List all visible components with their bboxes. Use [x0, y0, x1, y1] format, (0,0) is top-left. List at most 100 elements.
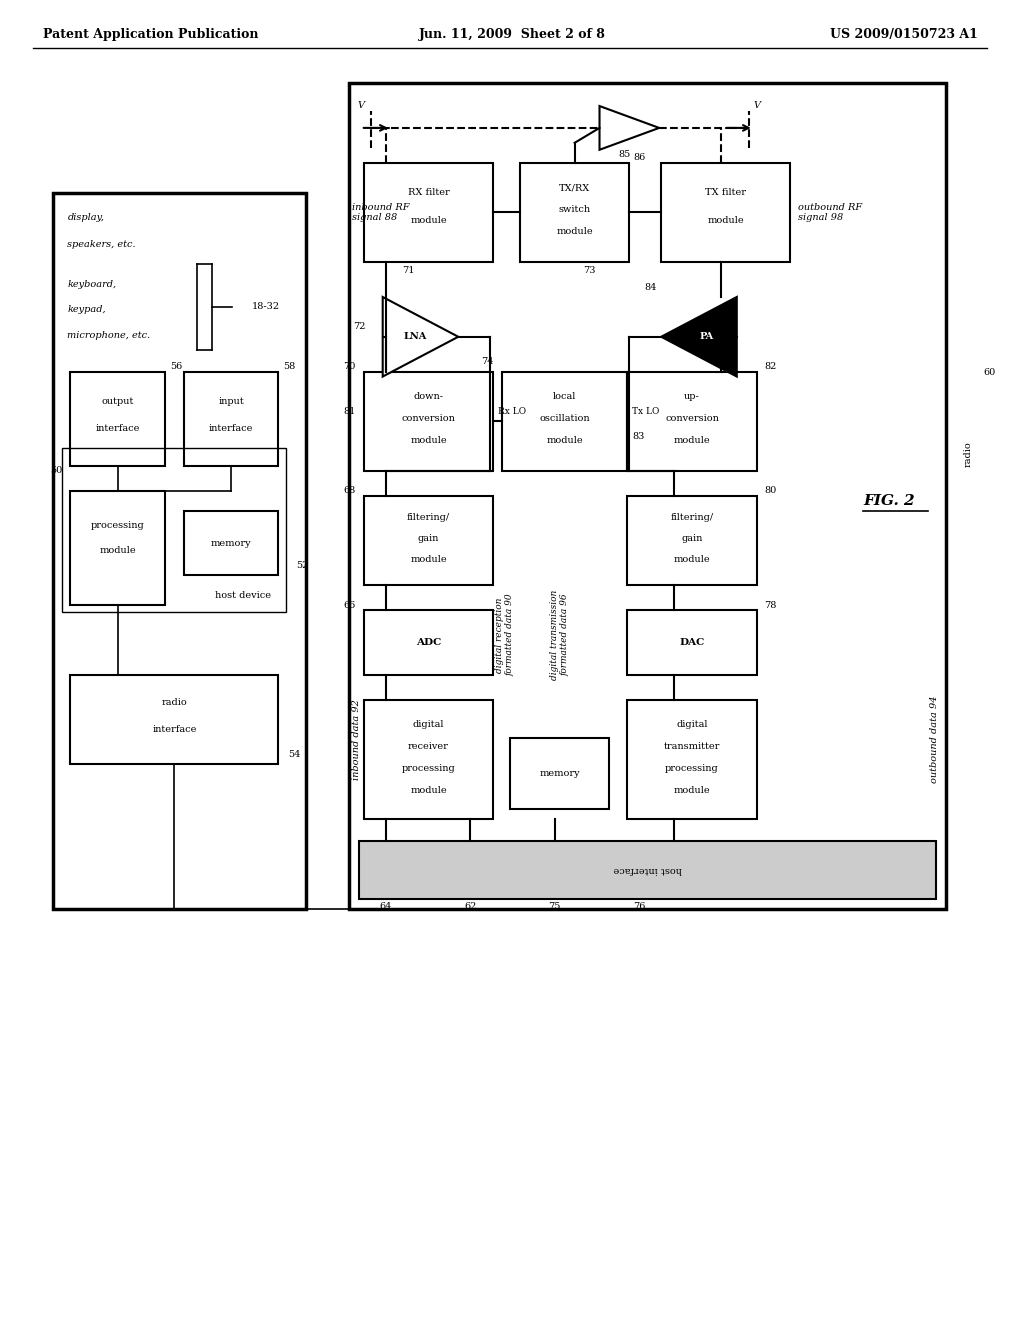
Bar: [364, 610, 494, 675]
Text: module: module: [411, 785, 446, 795]
Text: 81: 81: [343, 407, 356, 416]
Text: 83: 83: [633, 432, 645, 441]
Text: 75: 75: [549, 902, 561, 911]
Text: transmitter: transmitter: [664, 742, 720, 751]
Text: module: module: [674, 436, 711, 445]
Text: host device: host device: [215, 591, 271, 599]
Text: Patent Application Publication: Patent Application Publication: [43, 29, 258, 41]
Text: filtering/: filtering/: [407, 513, 450, 523]
Text: memory: memory: [540, 768, 580, 777]
Text: V: V: [357, 100, 365, 110]
Text: output: output: [101, 397, 134, 407]
Text: interface: interface: [153, 725, 197, 734]
Text: 60: 60: [983, 367, 995, 376]
Text: 52: 52: [296, 561, 308, 570]
Bar: [502, 371, 628, 471]
Text: 73: 73: [584, 265, 596, 275]
Bar: [628, 371, 757, 471]
Text: keypad,: keypad,: [68, 305, 106, 314]
Text: module: module: [674, 785, 711, 795]
Text: processing: processing: [666, 764, 719, 774]
Text: 86: 86: [633, 153, 645, 162]
Text: 18-32: 18-32: [252, 302, 280, 312]
Bar: [628, 496, 757, 585]
Text: memory: memory: [211, 539, 251, 548]
Text: LNA: LNA: [403, 333, 427, 342]
Text: input: input: [218, 397, 244, 407]
Text: inbound data 92: inbound data 92: [352, 700, 361, 780]
Text: 71: 71: [402, 265, 415, 275]
Bar: [662, 162, 791, 263]
Bar: [364, 700, 494, 820]
Text: 62: 62: [464, 902, 476, 911]
Text: 78: 78: [765, 601, 777, 610]
Text: US 2009/0150723 A1: US 2009/0150723 A1: [829, 29, 978, 41]
Bar: [510, 738, 609, 809]
Bar: [71, 371, 165, 466]
Text: gain: gain: [681, 535, 702, 543]
Text: gain: gain: [418, 535, 439, 543]
Bar: [71, 491, 165, 606]
Text: radio: radio: [964, 442, 973, 467]
Text: 70: 70: [343, 362, 356, 371]
Text: TX/RX: TX/RX: [559, 183, 590, 193]
Text: PA: PA: [699, 333, 714, 342]
Text: up-: up-: [684, 392, 699, 401]
Text: keyboard,: keyboard,: [68, 280, 117, 289]
Text: 64: 64: [380, 902, 392, 911]
Text: receiver: receiver: [408, 742, 449, 751]
Text: 76: 76: [633, 902, 645, 911]
Bar: [358, 841, 936, 899]
Text: module: module: [556, 227, 593, 236]
Text: ADC: ADC: [416, 638, 441, 647]
Bar: [364, 162, 494, 263]
Text: module: module: [547, 436, 583, 445]
Text: Rx LO: Rx LO: [498, 407, 526, 416]
Bar: [183, 511, 279, 576]
Text: 56: 56: [170, 362, 182, 371]
Bar: [520, 162, 630, 263]
Text: processing: processing: [91, 521, 144, 531]
Text: module: module: [411, 436, 446, 445]
Text: conversion: conversion: [665, 413, 719, 422]
Text: 58: 58: [284, 362, 296, 371]
Bar: [62, 449, 287, 612]
Text: oscillation: oscillation: [540, 413, 590, 422]
Text: V: V: [754, 100, 760, 110]
Text: microphone, etc.: microphone, etc.: [68, 331, 151, 341]
Bar: [71, 675, 279, 764]
Text: 54: 54: [288, 750, 301, 759]
Bar: [183, 371, 279, 466]
Bar: [364, 371, 494, 471]
Bar: [628, 700, 757, 820]
Text: module: module: [674, 554, 711, 564]
Text: 72: 72: [353, 322, 366, 331]
Text: display,: display,: [68, 213, 104, 222]
Text: digital: digital: [413, 721, 444, 729]
Text: speakers, etc.: speakers, etc.: [68, 240, 136, 248]
Text: outbound data 94: outbound data 94: [930, 696, 939, 783]
Text: down-: down-: [414, 392, 443, 401]
Text: interface: interface: [95, 424, 140, 433]
Bar: [364, 496, 494, 585]
Polygon shape: [599, 106, 659, 149]
Text: digital reception
formatted data 90: digital reception formatted data 90: [496, 594, 515, 676]
Text: FIG. 2: FIG. 2: [863, 494, 914, 508]
Text: processing: processing: [401, 764, 456, 774]
Text: outbound RF
signal 98: outbound RF signal 98: [799, 203, 862, 222]
Text: conversion: conversion: [401, 413, 456, 422]
Text: digital: digital: [676, 721, 708, 729]
Text: DAC: DAC: [679, 638, 705, 647]
Polygon shape: [383, 297, 459, 376]
Text: radio: radio: [162, 698, 187, 708]
Text: module: module: [411, 216, 446, 224]
Text: RX filter: RX filter: [408, 187, 450, 197]
Text: digital transmission
formatted data 96: digital transmission formatted data 96: [550, 590, 569, 680]
Text: module: module: [99, 546, 136, 556]
Text: 66: 66: [344, 601, 356, 610]
Text: module: module: [411, 554, 446, 564]
Text: interface: interface: [209, 424, 253, 433]
Text: Tx LO: Tx LO: [633, 407, 659, 416]
Text: filtering/: filtering/: [671, 513, 714, 523]
Text: 85: 85: [618, 150, 631, 160]
